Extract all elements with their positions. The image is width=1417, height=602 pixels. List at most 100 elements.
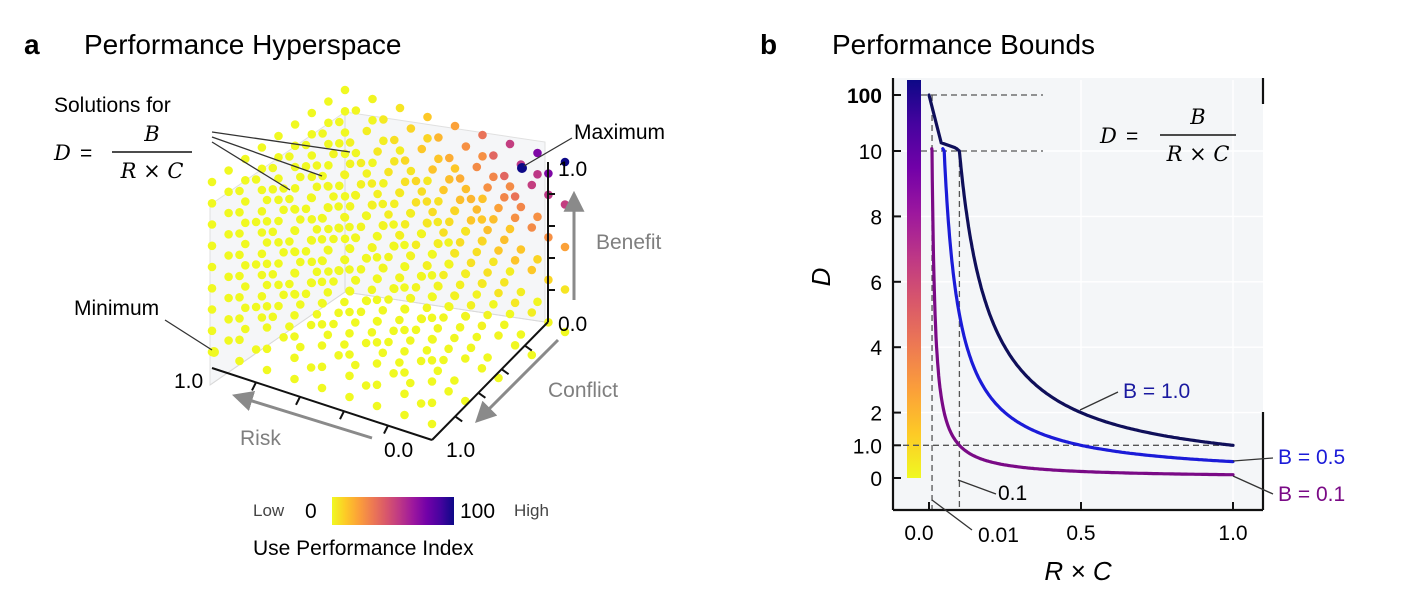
cube-point [351, 106, 361, 115]
cube-point [335, 139, 344, 148]
cube-point [224, 251, 233, 260]
cube-point [516, 330, 526, 339]
reference-lines [893, 94, 1233, 510]
axis-ticks: 0 1.0 2 4 6 8 10 100 0.0 0.5 1.0 [847, 85, 1248, 545]
cube-point [340, 170, 349, 179]
cube-point [340, 297, 349, 307]
cube-point [312, 161, 322, 170]
cube-point [335, 181, 344, 191]
cube-point [510, 192, 520, 201]
cube-point [307, 130, 317, 139]
cube-point [439, 185, 448, 195]
cube-point [351, 148, 361, 158]
cube-point [510, 213, 520, 223]
cube-point [285, 194, 294, 204]
minimum-label: Minimum [74, 297, 159, 320]
cube-point [340, 212, 349, 222]
cube-point [296, 342, 305, 352]
panel-b-equation: D = B R × C [1099, 105, 1236, 166]
conflict-tick [524, 344, 533, 352]
cube-point [340, 234, 350, 244]
cube-point [361, 253, 371, 263]
cube-point [390, 135, 399, 145]
cube-point [367, 285, 377, 295]
annotation-001-line [931, 499, 973, 531]
cube-point [312, 310, 322, 319]
cube-point [268, 185, 278, 194]
cube-point [427, 356, 437, 365]
cube-point [411, 283, 421, 292]
cube-point [434, 197, 443, 206]
panel-b-title: Performance Bounds [832, 29, 1095, 60]
cube-point [422, 197, 432, 206]
cube-point [450, 333, 459, 343]
cube-point [400, 262, 409, 271]
cube-point [340, 128, 350, 137]
cube-point [306, 278, 316, 287]
cube-point [296, 257, 305, 267]
cube-point [450, 164, 460, 173]
cube-point [334, 351, 343, 360]
cube-point [472, 162, 482, 172]
cube-point [317, 298, 327, 308]
cube-point [477, 364, 487, 373]
cube-point [257, 270, 267, 280]
cube-point [372, 316, 382, 326]
cube-point [389, 241, 398, 251]
cube-point [367, 179, 377, 188]
cube-point [461, 311, 470, 321]
cube-point [395, 188, 404, 197]
cube-point [235, 250, 244, 260]
cube-point [445, 175, 454, 184]
cube-point [356, 307, 366, 317]
maximum-label: Maximum [574, 121, 665, 144]
cube-point [400, 156, 410, 165]
cube-point [478, 194, 487, 204]
cube-point [307, 257, 317, 267]
cube-point [307, 215, 317, 224]
cube-point [251, 260, 261, 269]
cube-point [312, 267, 322, 277]
cube-point [241, 282, 250, 291]
cube-point [290, 247, 299, 256]
cube-point [516, 287, 526, 297]
cube-point [379, 136, 388, 146]
y-tick-label: 0 [870, 468, 882, 491]
cube-point [235, 335, 244, 345]
cube-point [318, 129, 327, 138]
cube-point [241, 324, 250, 334]
cube-point [395, 103, 405, 113]
cube-point [483, 268, 492, 277]
risk-tick [339, 410, 345, 420]
cube-point [389, 326, 398, 336]
cube-point [262, 344, 272, 354]
cube-point [290, 120, 300, 129]
cube-point [406, 208, 415, 218]
cube-point [423, 134, 432, 143]
cube-point [527, 350, 537, 360]
cube-point [262, 217, 272, 226]
cube-point [324, 224, 333, 234]
cube-point [389, 284, 398, 293]
series-labels: B = 1.0 B = 0.5 B = 0.1 [1079, 380, 1345, 506]
cube-point [262, 323, 272, 332]
cube-point [395, 146, 405, 155]
cube-point [329, 149, 338, 159]
cube-point [406, 378, 415, 388]
cube-point [274, 174, 283, 183]
cube-point [378, 221, 388, 230]
cube-point [417, 144, 427, 154]
cube-point [390, 199, 399, 209]
cube-point [494, 288, 503, 298]
cube-point [472, 332, 482, 342]
cube-point [345, 202, 355, 211]
solutions-label: Solutions for [54, 94, 171, 117]
cube-point [433, 324, 443, 333]
cube-point [372, 274, 382, 283]
cube-point [367, 328, 377, 337]
cube-point [312, 182, 322, 192]
conflict-arrow [475, 338, 560, 423]
cube-point [427, 271, 437, 280]
cube-points [207, 85, 570, 429]
cube-point [296, 300, 305, 309]
